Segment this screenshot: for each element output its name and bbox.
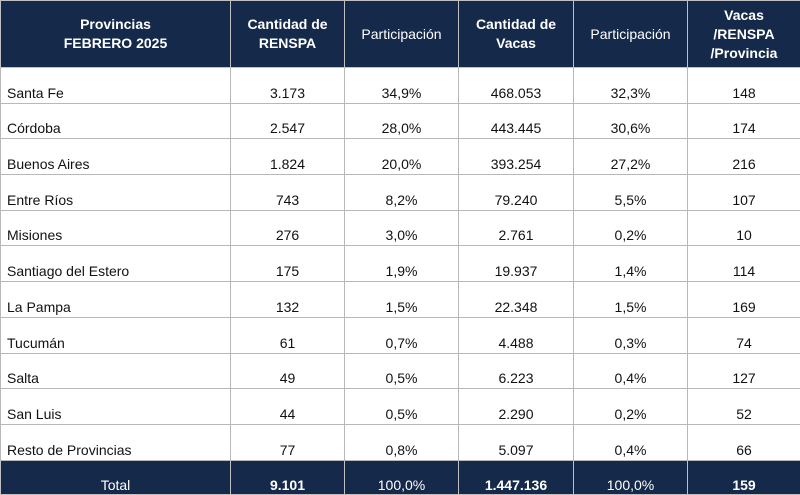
- header-periodo: FEBRERO 2025: [64, 35, 167, 51]
- header-cantidad-renspa: Cantidad de RENSPA: [231, 1, 345, 68]
- cell-vacas: 22.348: [459, 282, 574, 318]
- cell-vacas-renspa: 216: [688, 139, 800, 175]
- cell-part-renspa: 0,7%: [345, 317, 459, 353]
- cell-vacas-renspa: 74: [688, 317, 800, 353]
- cell-part-renspa: 20,0%: [345, 139, 459, 175]
- cell-vacas-renspa: 174: [688, 103, 800, 139]
- total-label: Total: [1, 460, 231, 494]
- cell-part-renspa: 8,2%: [345, 175, 459, 211]
- cell-renspa: 175: [231, 246, 345, 282]
- cell-vacas-renspa: 66: [688, 424, 800, 460]
- cell-renspa: 2.547: [231, 103, 345, 139]
- cell-renspa: 44: [231, 389, 345, 425]
- cell-part-renspa: 28,0%: [345, 103, 459, 139]
- cell-provincia: San Luis: [1, 389, 231, 425]
- cell-part-renspa: 3,0%: [345, 210, 459, 246]
- table-header: Provincias FEBRERO 2025 Cantidad de RENS…: [1, 1, 800, 68]
- cell-part-renspa: 1,5%: [345, 282, 459, 318]
- total-ratio: 159: [688, 460, 800, 494]
- cell-provincia: Entre Ríos: [1, 175, 231, 211]
- cell-part-vacas: 5,5%: [574, 175, 688, 211]
- cell-vacas: 2.290: [459, 389, 574, 425]
- cell-part-renspa: 0,8%: [345, 424, 459, 460]
- total-renspa: 9.101: [231, 460, 345, 494]
- cell-part-vacas: 0,4%: [574, 353, 688, 389]
- cell-part-vacas: 0,2%: [574, 389, 688, 425]
- cell-part-vacas: 0,2%: [574, 210, 688, 246]
- cell-renspa: 1.824: [231, 139, 345, 175]
- cell-renspa: 276: [231, 210, 345, 246]
- cell-vacas: 2.761: [459, 210, 574, 246]
- cell-part-vacas: 27,2%: [574, 139, 688, 175]
- cell-provincia: Resto de Provincias: [1, 424, 231, 460]
- total-vacas: 1.447.136: [459, 460, 574, 494]
- cell-vacas: 468.053: [459, 68, 574, 104]
- cell-vacas: 19.937: [459, 246, 574, 282]
- cell-vacas-renspa: 10: [688, 210, 800, 246]
- cell-renspa: 49: [231, 353, 345, 389]
- cell-vacas: 443.445: [459, 103, 574, 139]
- cell-part-renspa: 1,9%: [345, 246, 459, 282]
- header-participacion-renspa: Participación: [345, 1, 459, 68]
- total-part-vacas: 100,0%: [574, 460, 688, 494]
- cell-vacas: 6.223: [459, 353, 574, 389]
- cell-vacas-renspa: 127: [688, 353, 800, 389]
- cell-vacas: 4.488: [459, 317, 574, 353]
- header-vacas-renspa-provincia: Vacas /RENSPA /Provincia: [688, 1, 800, 68]
- cell-provincia: Córdoba: [1, 103, 231, 139]
- cell-vacas-renspa: 107: [688, 175, 800, 211]
- cell-part-renspa: 0,5%: [345, 389, 459, 425]
- header-provincias: Provincias FEBRERO 2025: [1, 1, 231, 68]
- cell-renspa: 3.173: [231, 68, 345, 104]
- total-row: Total 9.101 100,0% 1.447.136 100,0% 159: [1, 460, 800, 494]
- cell-provincia: Santa Fe: [1, 68, 231, 104]
- cell-part-vacas: 32,3%: [574, 68, 688, 104]
- cell-provincia: Misiones: [1, 210, 231, 246]
- cell-provincia: Santiago del Estero: [1, 246, 231, 282]
- cell-provincia: La Pampa: [1, 282, 231, 318]
- header-provincias-label: Provincias: [80, 16, 151, 32]
- cell-renspa: 77: [231, 424, 345, 460]
- cell-part-vacas: 0,3%: [574, 317, 688, 353]
- cell-part-vacas: 30,6%: [574, 103, 688, 139]
- cell-part-vacas: 1,4%: [574, 246, 688, 282]
- cell-vacas: 79.240: [459, 175, 574, 211]
- renspa-table-container: Provincias FEBRERO 2025 Cantidad de RENS…: [0, 0, 800, 480]
- cell-provincia: Tucumán: [1, 317, 231, 353]
- cell-part-vacas: 0,4%: [574, 424, 688, 460]
- table-footer: Total 9.101 100,0% 1.447.136 100,0% 159: [1, 460, 800, 494]
- cell-vacas: 5.097: [459, 424, 574, 460]
- cell-vacas-renspa: 114: [688, 246, 800, 282]
- total-part-renspa: 100,0%: [345, 460, 459, 494]
- cell-part-vacas: 1,5%: [574, 282, 688, 318]
- header-participacion-vacas: Participación: [574, 1, 688, 68]
- cell-provincia: Buenos Aires: [1, 139, 231, 175]
- header-cantidad-vacas: Cantidad de Vacas: [459, 1, 574, 68]
- cell-part-renspa: 34,9%: [345, 68, 459, 104]
- cell-provincia: Salta: [1, 353, 231, 389]
- cell-part-renspa: 0,5%: [345, 353, 459, 389]
- cell-vacas: 393.254: [459, 139, 574, 175]
- cell-renspa: 61: [231, 317, 345, 353]
- cell-vacas-renspa: 148: [688, 68, 800, 104]
- cell-renspa: 743: [231, 175, 345, 211]
- cell-vacas-renspa: 52: [688, 389, 800, 425]
- cell-vacas-renspa: 169: [688, 282, 800, 318]
- cell-renspa: 132: [231, 282, 345, 318]
